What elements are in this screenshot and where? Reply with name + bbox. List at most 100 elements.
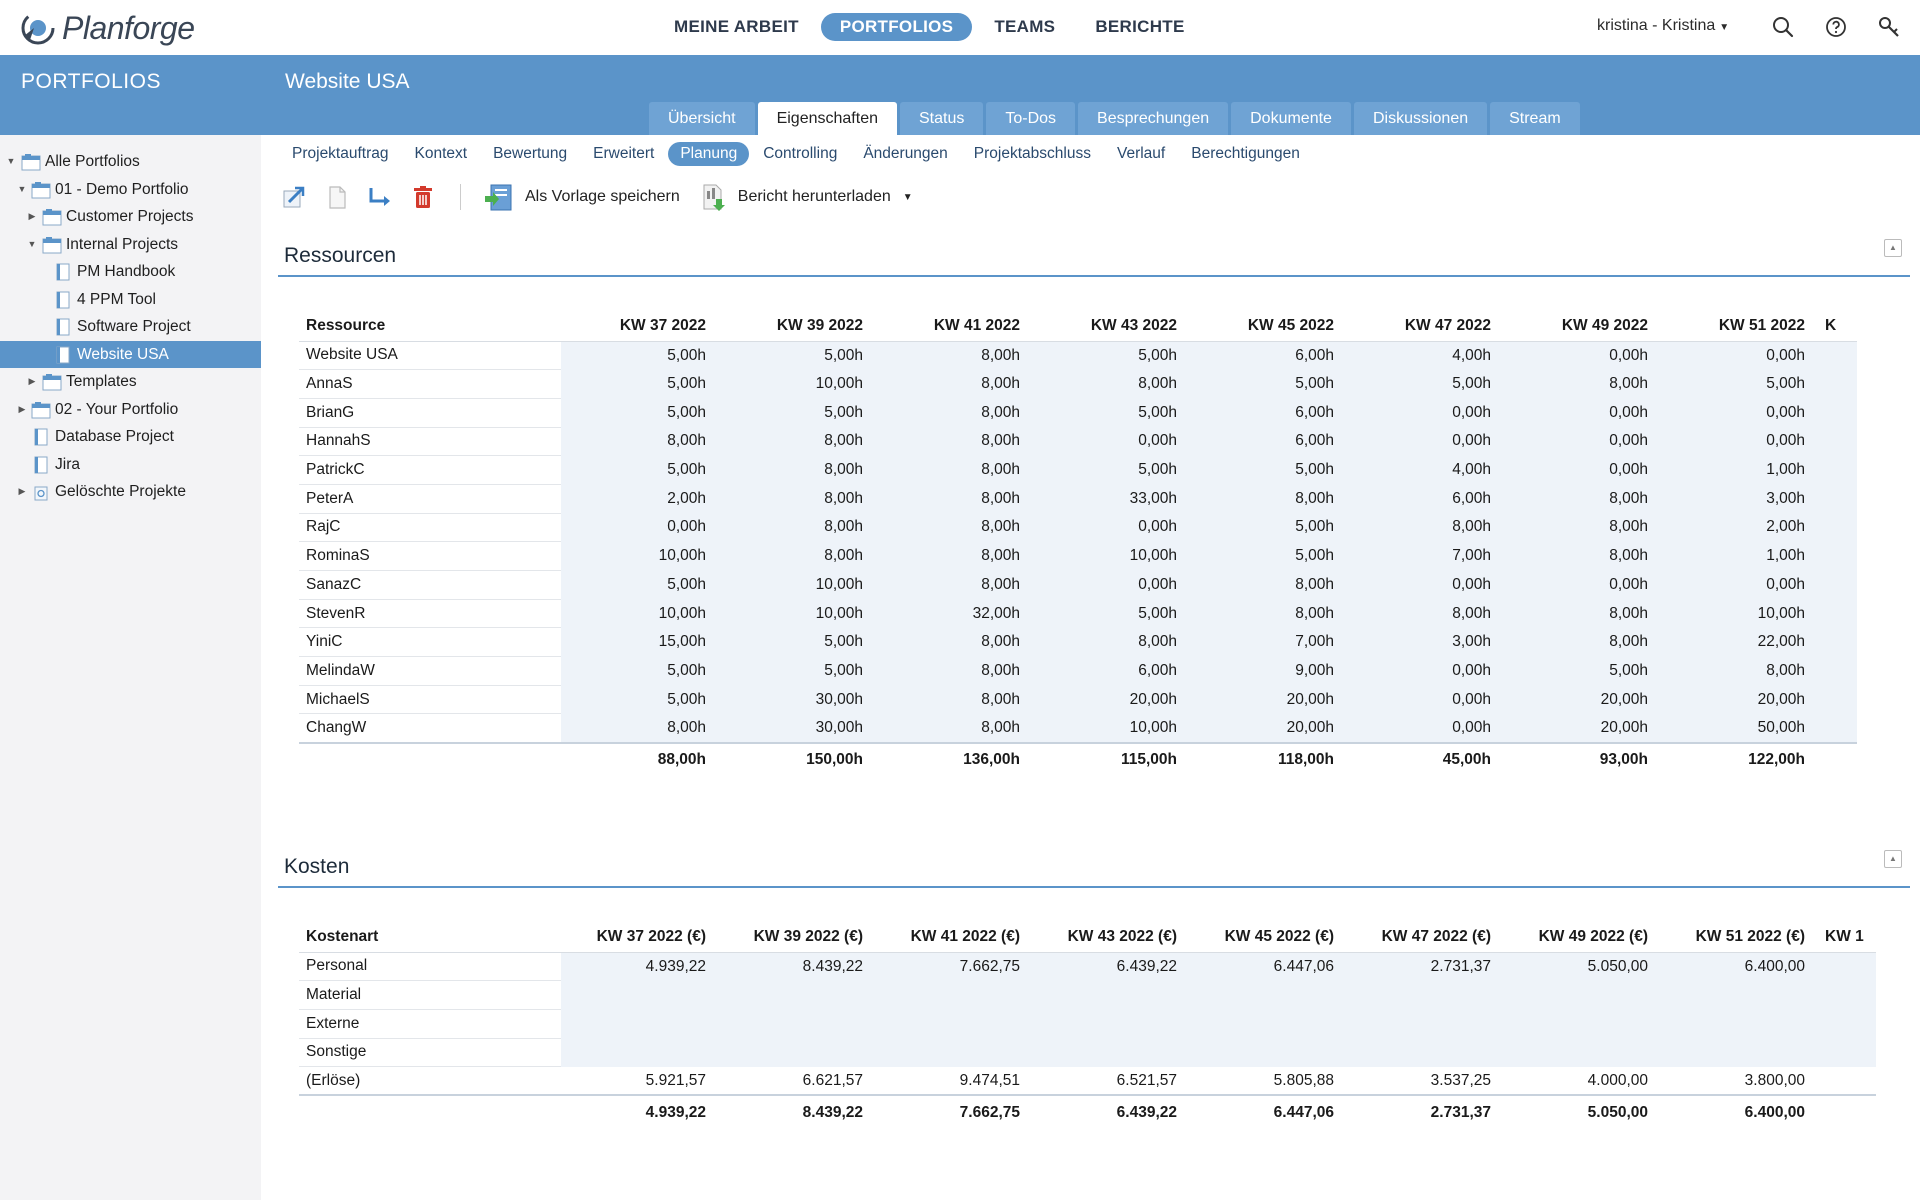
table-cell[interactable]: 0,00h (1503, 341, 1660, 370)
table-cell[interactable]: 5,00h (1032, 341, 1189, 370)
table-cell[interactable] (1346, 1009, 1503, 1039)
table-cell[interactable] (1032, 1038, 1189, 1067)
table-cell[interactable]: 8,00h (1503, 513, 1660, 542)
table-cell[interactable]: 5,00h (1189, 455, 1346, 485)
table-cell[interactable] (1660, 980, 1817, 1010)
table-cell[interactable]: 7,00h (1189, 627, 1346, 657)
table-cell[interactable]: 2,00h (561, 484, 718, 514)
tab-item[interactable]: Stream (1490, 102, 1580, 135)
row-label[interactable]: PatrickC (299, 455, 561, 485)
table-cell[interactable]: 0,00h (1660, 427, 1817, 456)
table-cell[interactable]: 1,00h (1660, 541, 1817, 571)
table-cell[interactable]: 0,00h (1032, 427, 1189, 456)
table-cell[interactable]: 0,00h (1660, 570, 1817, 600)
tree-item[interactable]: ▼ Internal Projects (0, 231, 261, 259)
tree-item[interactable]: ▶ Gelöschte Projekte (0, 478, 261, 506)
key-icon[interactable] (1877, 15, 1901, 39)
column-header[interactable]: KW 47 2022 (€) (1346, 922, 1503, 953)
table-cell[interactable]: 0,00h (1660, 398, 1817, 428)
table-cell[interactable]: 1,00h (1660, 455, 1817, 485)
subtab-item[interactable]: Verlauf (1116, 145, 1166, 162)
tab-item[interactable]: Übersicht (649, 102, 755, 135)
row-label[interactable]: HannahS (299, 427, 561, 457)
tab-item[interactable]: Dokumente (1231, 102, 1351, 135)
table-cell[interactable]: 8,00h (1032, 369, 1189, 399)
subtab-item[interactable]: Planung (668, 142, 750, 166)
table-cell[interactable]: 5,00h (1346, 369, 1503, 399)
table-cell[interactable]: 5,00h (1660, 369, 1817, 399)
tree-item[interactable]: Software Project (0, 313, 261, 341)
tree-item[interactable]: Database Project (0, 423, 261, 451)
table-cell[interactable]: 5,00h (718, 341, 875, 370)
collapsed-toggle-icon[interactable]: ▶ (18, 486, 26, 496)
table-cell[interactable]: 8,00h (875, 656, 1032, 686)
column-header[interactable]: K (1817, 311, 1857, 342)
collapsed-toggle-icon[interactable]: ▶ (28, 376, 36, 386)
tree-item[interactable]: ▶ 02 - Your Portfolio (0, 396, 261, 424)
table-cell[interactable]: 8,00h (875, 685, 1032, 714)
table-cell[interactable]: 8,00h (561, 713, 718, 743)
table-cell[interactable] (1660, 1009, 1817, 1039)
table-cell[interactable]: 3,00h (1346, 627, 1503, 657)
table-cell[interactable]: 22,00h (1660, 627, 1817, 657)
table-cell[interactable]: 2,00h (1660, 513, 1817, 542)
table-cell[interactable]: 7,00h (1346, 541, 1503, 571)
table-cell[interactable]: 10,00h (561, 599, 718, 628)
table-cell[interactable] (1503, 1009, 1660, 1039)
table-cell[interactable]: 5,00h (561, 570, 718, 600)
table-cell[interactable]: 4.000,00 (1503, 1066, 1660, 1096)
subtab-item[interactable]: Controlling (763, 145, 838, 162)
table-cell[interactable]: 5,00h (718, 627, 875, 657)
column-header[interactable]: KW 51 2022 (1660, 311, 1817, 342)
row-label[interactable]: Externe (299, 1009, 561, 1039)
table-cell[interactable]: 4,00h (1346, 455, 1503, 485)
row-label[interactable]: Personal (299, 952, 561, 982)
table-cell[interactable]: 6,00h (1189, 427, 1346, 456)
table-cell[interactable] (561, 1038, 718, 1067)
table-cell[interactable]: 3.800,00 (1660, 1066, 1817, 1096)
subtab-item[interactable]: Projektabschluss (973, 145, 1091, 162)
row-label[interactable]: Sonstige (299, 1038, 561, 1068)
help-icon[interactable] (1824, 15, 1848, 39)
table-cell[interactable]: 9,00h (1189, 656, 1346, 686)
table-cell[interactable]: 30,00h (718, 713, 875, 743)
column-header[interactable]: KW 39 2022 (718, 311, 875, 342)
row-label[interactable]: RominaS (299, 541, 561, 571)
expanded-toggle-icon[interactable]: ▼ (27, 238, 37, 249)
table-cell[interactable]: 8,00h (875, 484, 1032, 514)
move-icon[interactable] (366, 183, 394, 211)
table-cell[interactable]: 5,00h (718, 398, 875, 428)
table-cell[interactable]: 0,00h (1503, 398, 1660, 428)
subtab-item[interactable]: Projektauftrag (292, 145, 389, 162)
subtab-item[interactable]: Bewertung (493, 145, 568, 162)
table-cell[interactable]: 5,00h (1032, 599, 1189, 628)
table-cell[interactable]: 0,00h (1660, 341, 1817, 370)
row-label[interactable]: RajC (299, 513, 561, 543)
tree-item[interactable]: Jira (0, 451, 261, 479)
table-cell[interactable]: 5,00h (561, 369, 718, 399)
row-label[interactable]: AnnaS (299, 369, 561, 399)
subtab-item[interactable]: Berechtigungen (1191, 145, 1300, 162)
row-label[interactable]: MelindaW (299, 656, 561, 686)
table-cell[interactable] (1032, 1009, 1189, 1039)
table-cell[interactable] (718, 980, 875, 1010)
table-cell[interactable] (1346, 980, 1503, 1010)
table-cell[interactable]: 0,00h (561, 513, 718, 542)
table-cell[interactable]: 30,00h (718, 685, 875, 714)
table-cell[interactable]: 6.400,00 (1660, 952, 1817, 981)
table-cell[interactable] (875, 980, 1032, 1010)
column-header[interactable]: KW 37 2022 (561, 311, 718, 342)
table-cell[interactable]: 8,00h (561, 427, 718, 456)
table-cell[interactable]: 0,00h (1503, 570, 1660, 600)
table-cell[interactable]: 8,00h (875, 369, 1032, 399)
tree-item[interactable]: 4 PPM Tool (0, 286, 261, 314)
column-header[interactable]: Ressource (299, 311, 561, 342)
table-cell[interactable] (1032, 980, 1189, 1010)
table-cell[interactable]: 8,00h (718, 513, 875, 542)
column-header[interactable]: KW 49 2022 (€) (1503, 922, 1660, 953)
row-label[interactable]: Website USA (299, 341, 561, 371)
row-label[interactable]: Material (299, 980, 561, 1010)
tab-item[interactable]: To-Dos (986, 102, 1076, 135)
table-cell[interactable]: 5,00h (1503, 656, 1660, 686)
collapsed-toggle-icon[interactable]: ▶ (28, 211, 36, 221)
